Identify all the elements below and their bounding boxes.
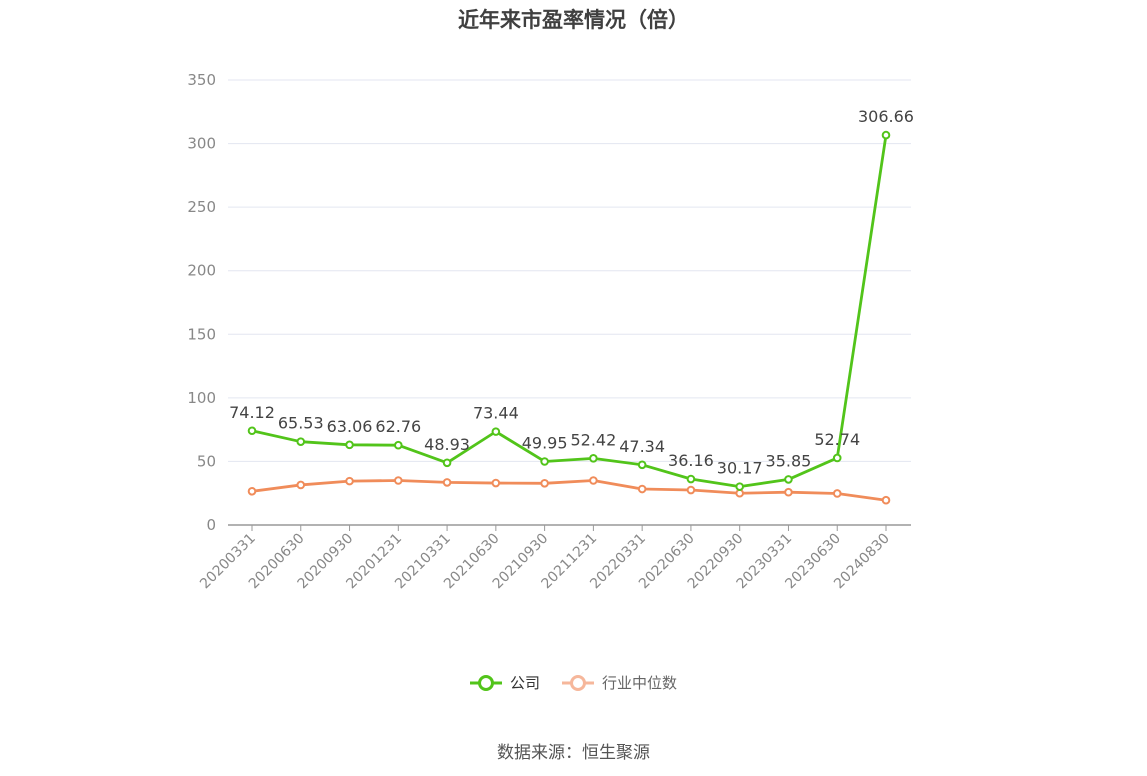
data-point-industry-median	[686, 485, 696, 495]
data-point-industry-median	[394, 476, 403, 485]
data-point-company	[491, 427, 501, 436]
data-point-company	[686, 474, 696, 484]
data-point-company	[784, 475, 793, 484]
series	[247, 130, 891, 505]
series-line-industry-median	[251, 479, 887, 502]
chart-legend: 公司 行业中位数	[0, 672, 1147, 693]
data-point-industry-median	[442, 478, 452, 487]
data-point-company	[881, 130, 891, 140]
data-point-industry-median	[784, 487, 793, 497]
data-point-industry-median	[296, 480, 306, 490]
data-label-company: 47.34	[619, 437, 665, 456]
legend-item-industry-median[interactable]: 行业中位数	[562, 672, 677, 693]
data-label-company: 35.85	[766, 451, 812, 470]
data-label-company: 63.06	[327, 417, 373, 436]
data-label-company: 73.44	[473, 404, 519, 423]
data-point-company	[394, 440, 403, 450]
grid-lines	[228, 79, 911, 462]
series-line-company	[251, 134, 888, 489]
data-point-industry-median	[589, 476, 598, 485]
data-point-company	[442, 458, 452, 468]
data-point-company	[735, 482, 744, 491]
y-tick-label: 300	[187, 135, 216, 153]
data-label-company: 74.12	[229, 403, 275, 422]
data-point-company	[345, 440, 354, 450]
data-point-company	[247, 426, 257, 436]
y-tick-label: 100	[187, 389, 216, 407]
data-label-company: 306.66	[858, 107, 914, 126]
data-point-company	[296, 437, 306, 446]
data-label-company: 48.93	[424, 435, 470, 454]
data-label-company: 36.16	[668, 451, 714, 470]
data-point-industry-median	[345, 476, 354, 486]
data-point-industry-median	[247, 487, 257, 496]
axes: 0501001502002503003502020033120200630202…	[187, 71, 911, 592]
data-point-industry-median	[832, 489, 842, 498]
legend-industry-label: 行业中位数	[602, 674, 678, 692]
data-point-industry-median	[491, 478, 501, 488]
y-tick-label: 250	[187, 198, 216, 216]
y-tick-label: 50	[197, 452, 216, 470]
data-point-company	[832, 453, 842, 463]
data-label-company: 65.53	[278, 414, 324, 433]
data-label-company: 49.95	[522, 433, 568, 452]
data-point-industry-median	[637, 484, 647, 494]
data-label-company: 62.76	[375, 417, 421, 436]
legend-industry-marker-icon	[562, 674, 594, 691]
data-source-note: 数据来源：恒生聚源	[497, 743, 650, 763]
y-tick-label: 150	[187, 325, 216, 343]
data-label-company: 52.42	[570, 430, 616, 449]
data-point-company	[589, 454, 598, 463]
data-point-industry-median	[881, 495, 891, 505]
legend-company-marker-icon	[469, 674, 502, 691]
data-point-company	[637, 460, 647, 470]
chart-title: 近年来市盈率情况（倍）	[458, 8, 689, 32]
y-tick-label: 200	[187, 262, 216, 280]
y-tick-label: 350	[187, 71, 216, 89]
data-label-company: 30.17	[717, 459, 763, 478]
data-label-company: 52.74	[814, 430, 860, 449]
pe-ratio-line-chart: 0501001502002503003502020033120200630202…	[187, 71, 914, 592]
y-tick-label: 0	[206, 516, 216, 534]
data-point-company	[540, 457, 549, 466]
legend-company-label: 公司	[509, 674, 540, 692]
legend-item-company[interactable]: 公司	[469, 672, 540, 693]
data-point-industry-median	[540, 478, 549, 488]
